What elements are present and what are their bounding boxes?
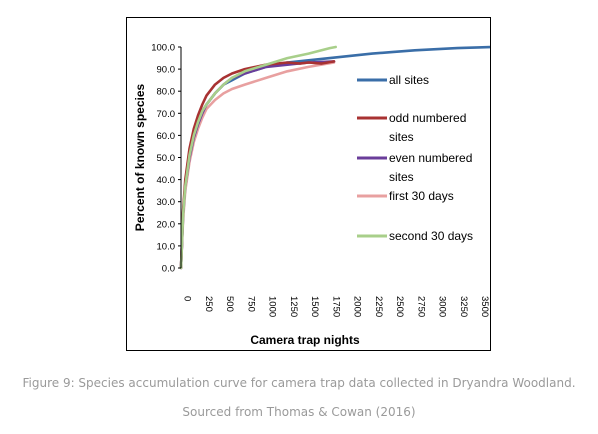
y-tick-label: 70.0 <box>157 109 176 120</box>
x-tick-label: 2500 <box>394 296 405 317</box>
x-tick-label: 3500 <box>479 296 490 317</box>
legend-label: all sites <box>389 73 429 87</box>
series-line-second-30-days <box>179 45 337 270</box>
x-tick-label: 3000 <box>437 296 448 317</box>
series-line-odd-numbered-sites <box>179 60 336 270</box>
y-tick-label: 0.0 <box>162 264 175 275</box>
y-tick-label: 30.0 <box>157 197 176 208</box>
figure-frame: 0.0 10.0 20.0 30.0 40.0 50.0 60.0 70.0 80.0 90.0 1… <box>126 17 491 351</box>
legend-label: sites <box>389 170 414 184</box>
x-tick-label: 3250 <box>458 296 469 317</box>
y-tick-label: 60.0 <box>157 131 176 142</box>
species-accumulation-chart: 0.0 10.0 20.0 30.0 40.0 50.0 60.0 70.0 80.0 90.0 1… <box>133 43 490 347</box>
series-line-even-numbered-sites <box>179 60 336 270</box>
x-tick-label: 750 <box>245 296 256 312</box>
y-tick-label: 80.0 <box>157 87 176 98</box>
x-tick-label: 250 <box>203 296 214 312</box>
x-tick-label: 2250 <box>373 296 384 317</box>
y-tick-label: 50.0 <box>157 153 176 164</box>
legend-label: sites <box>389 130 414 144</box>
x-tick-label: 2000 <box>352 296 363 317</box>
x-tick-label: 0 <box>182 296 193 301</box>
x-axis-label: Camera trap nights <box>250 333 360 347</box>
figure-caption: Figure 9: Species accumulation curve for… <box>22 376 576 390</box>
y-tick-label: 10.0 <box>157 241 176 252</box>
x-tick-label: 500 <box>224 296 235 312</box>
y-tick-label: 90.0 <box>157 65 176 76</box>
y-tick-label: 100.0 <box>151 43 175 54</box>
y-axis-label: Percent of known species <box>133 83 147 231</box>
y-tick-label: 40.0 <box>157 175 176 186</box>
x-tick-label: 1250 <box>288 296 299 317</box>
source-caption: Sourced from Thomas & Cowan (2016) <box>182 405 416 419</box>
series-line-first-30-days <box>179 61 336 270</box>
x-tick-label: 1750 <box>330 296 341 317</box>
x-tick-label: 1500 <box>309 296 320 317</box>
legend-label: even numbered <box>389 151 472 165</box>
x-tick-label: 2750 <box>415 296 426 317</box>
legend-label: second 30 days <box>389 229 473 243</box>
legend-label: first 30 days <box>389 189 454 203</box>
x-tick-label: 1000 <box>267 296 278 317</box>
y-tick-label: 20.0 <box>157 219 176 230</box>
legend-label: odd numbered <box>389 111 466 125</box>
